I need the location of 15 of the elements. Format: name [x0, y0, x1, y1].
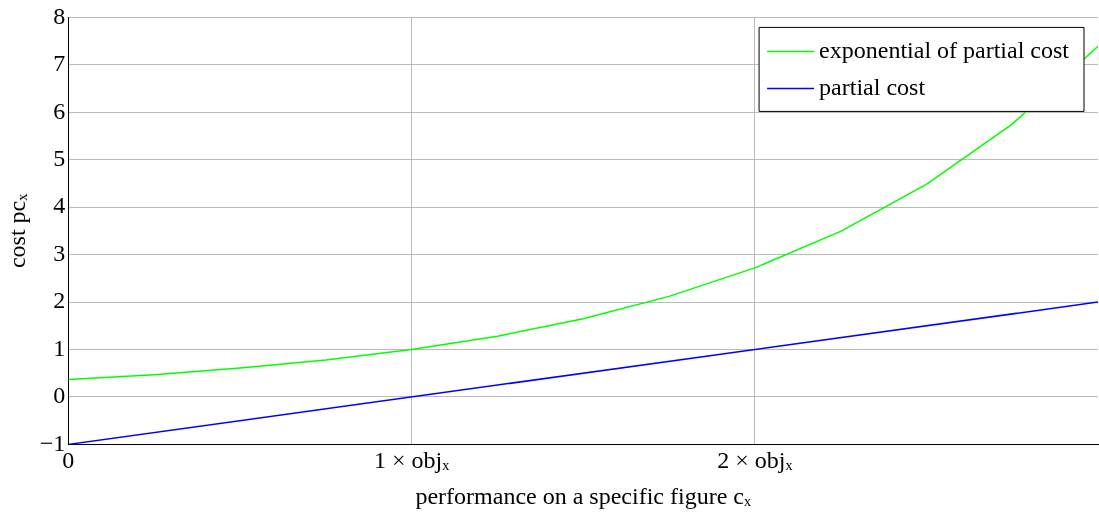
y-tick-label: 3 — [53, 239, 66, 266]
y-tick-label: 8 — [53, 2, 66, 29]
y-tick-label: 5 — [53, 145, 66, 172]
legend-label: partial cost — [819, 73, 926, 100]
y-tick-label: 2 — [53, 287, 66, 314]
y-tick-label: 0 — [53, 382, 66, 409]
y-tick-label: 7 — [53, 50, 66, 77]
y-tick-label: 1 — [53, 334, 66, 361]
x-axis-title: performance on a specific figure cₓ — [415, 482, 751, 509]
x-tick-label: 2 × objₓ — [717, 447, 793, 474]
legend-label: exponential of partial cost — [819, 36, 1070, 63]
y-axis-title: cost pcₓ — [3, 193, 30, 269]
y-tick-label: 4 — [53, 192, 66, 219]
y-tick-label: 6 — [53, 97, 66, 124]
x-tick-label: 1 × objₓ — [373, 447, 450, 474]
